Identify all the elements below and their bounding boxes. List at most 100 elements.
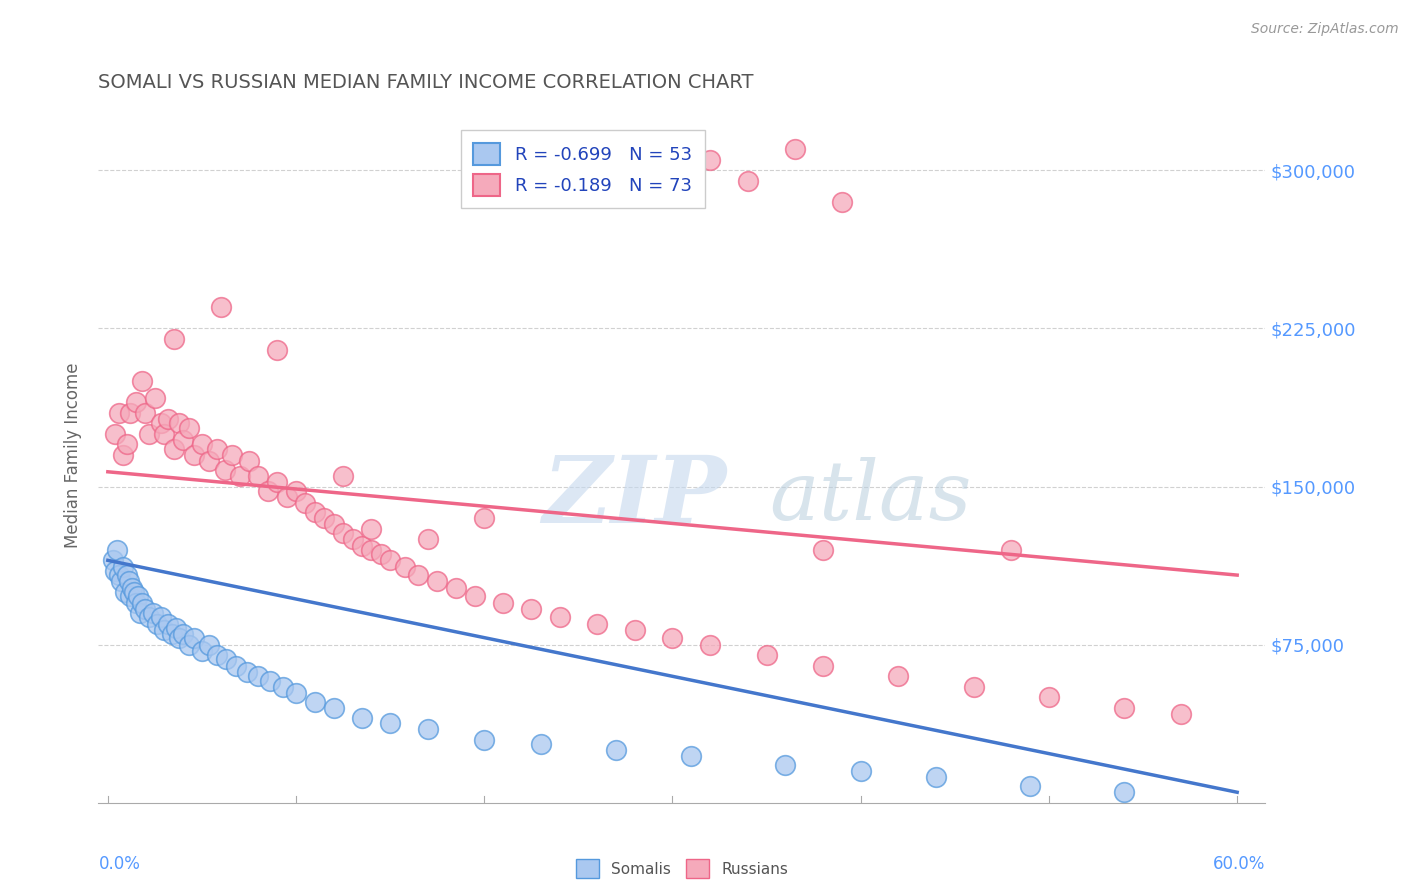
Point — [103, 553, 125, 567]
Point — [247, 469, 270, 483]
Text: 0.0%: 0.0% — [98, 855, 141, 873]
Point — [783, 142, 806, 156]
Point — [104, 564, 127, 578]
Point — [153, 426, 176, 441]
Point — [1170, 707, 1192, 722]
Point — [122, 585, 145, 599]
Point — [266, 343, 288, 357]
Point — [276, 490, 298, 504]
Point — [520, 602, 543, 616]
Point — [737, 174, 759, 188]
Point — [198, 638, 221, 652]
Point — [238, 454, 260, 468]
Point — [380, 553, 402, 567]
Text: Source: ZipAtlas.com: Source: ZipAtlas.com — [1251, 22, 1399, 37]
Point — [117, 574, 139, 589]
Point — [304, 695, 326, 709]
Point — [163, 442, 186, 456]
Point — [125, 595, 148, 609]
Point — [108, 568, 131, 582]
Point — [350, 539, 373, 553]
Point — [225, 658, 247, 673]
Point — [138, 610, 160, 624]
Point — [108, 406, 131, 420]
Point — [332, 525, 354, 540]
Point — [492, 595, 515, 609]
Point — [209, 301, 232, 315]
Point — [925, 771, 948, 785]
Text: ZIP: ZIP — [541, 451, 725, 541]
Point — [131, 374, 153, 388]
Point — [169, 632, 191, 646]
Point — [360, 522, 382, 536]
Point — [114, 585, 136, 599]
Point — [464, 589, 486, 603]
Point — [370, 547, 392, 561]
Point — [755, 648, 778, 663]
Point — [157, 412, 180, 426]
Legend: Somalis, Russians: Somalis, Russians — [568, 852, 796, 886]
Point — [157, 616, 180, 631]
Point — [294, 496, 316, 510]
Point — [304, 505, 326, 519]
Point — [624, 623, 647, 637]
Point — [228, 469, 250, 483]
Point — [163, 332, 186, 346]
Point — [138, 426, 160, 441]
Point — [205, 442, 228, 456]
Point — [831, 194, 853, 209]
Point — [236, 665, 259, 679]
Point — [134, 406, 156, 420]
Point — [172, 627, 194, 641]
Point — [111, 448, 134, 462]
Point — [115, 437, 138, 451]
Point — [214, 463, 236, 477]
Point — [699, 638, 721, 652]
Y-axis label: Median Family Income: Median Family Income — [65, 362, 83, 548]
Point — [177, 638, 200, 652]
Point — [266, 475, 288, 490]
Point — [127, 589, 149, 603]
Point — [169, 417, 191, 431]
Point — [775, 757, 797, 772]
Point — [191, 437, 214, 451]
Point — [962, 680, 984, 694]
Point — [380, 715, 402, 730]
Point — [256, 483, 278, 498]
Point — [1000, 542, 1022, 557]
Point — [699, 153, 721, 167]
Point — [1019, 779, 1042, 793]
Point — [149, 610, 172, 624]
Point — [121, 581, 143, 595]
Point — [142, 606, 165, 620]
Point — [191, 644, 214, 658]
Point — [416, 533, 439, 547]
Point — [586, 616, 609, 631]
Point — [472, 732, 495, 747]
Point — [661, 632, 683, 646]
Point — [332, 469, 354, 483]
Point — [134, 602, 156, 616]
Point — [120, 589, 142, 603]
Point — [661, 163, 683, 178]
Point — [887, 669, 910, 683]
Point — [681, 749, 703, 764]
Point — [285, 686, 308, 700]
Point — [426, 574, 449, 589]
Text: 60.0%: 60.0% — [1213, 855, 1265, 873]
Point — [149, 417, 172, 431]
Point — [444, 581, 467, 595]
Point — [285, 483, 308, 498]
Point — [849, 764, 872, 779]
Point — [416, 722, 439, 736]
Point — [131, 595, 153, 609]
Text: SOMALI VS RUSSIAN MEDIAN FAMILY INCOME CORRELATION CHART: SOMALI VS RUSSIAN MEDIAN FAMILY INCOME C… — [98, 72, 754, 92]
Point — [177, 420, 200, 434]
Point — [153, 623, 176, 637]
Point — [394, 559, 416, 574]
Point — [110, 574, 132, 589]
Point — [605, 743, 627, 757]
Point — [105, 542, 128, 557]
Point — [215, 652, 238, 666]
Point — [221, 448, 243, 462]
